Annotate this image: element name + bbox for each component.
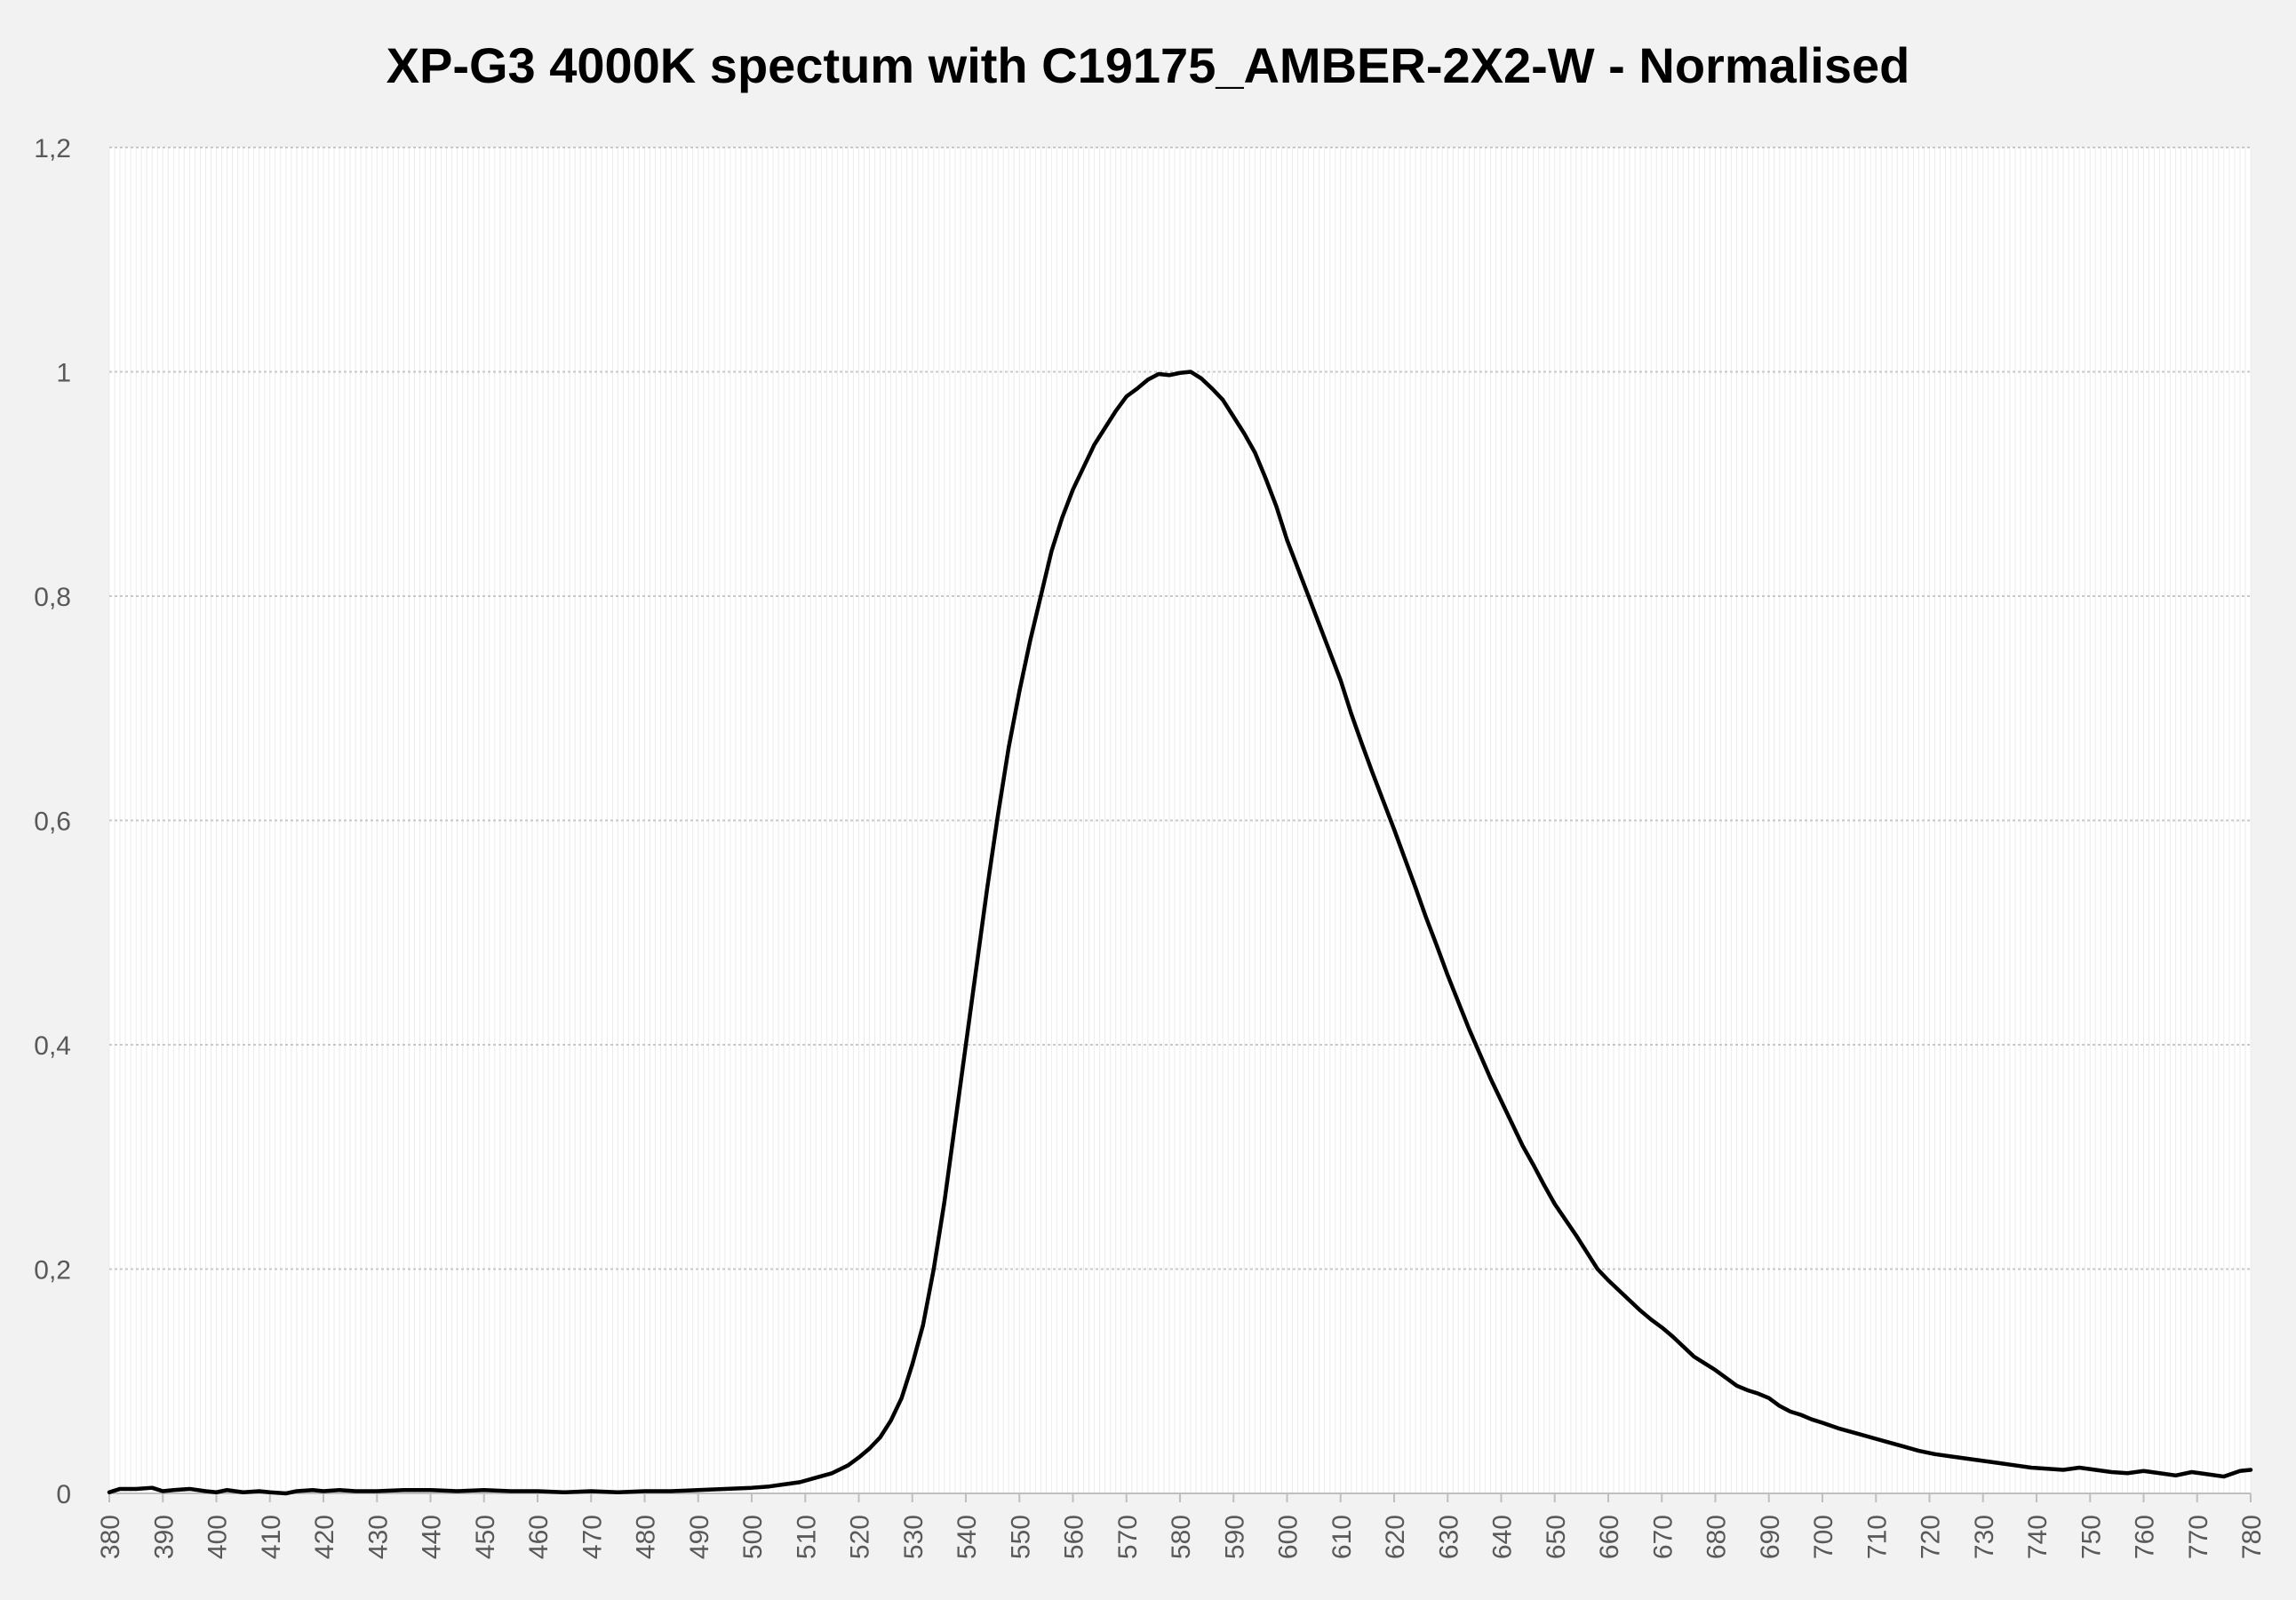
x-tick-label: 400	[203, 1515, 233, 1559]
x-tick-label: 440	[418, 1515, 447, 1559]
y-tick-label: 1	[56, 359, 71, 388]
x-tick-label: 650	[1542, 1515, 1571, 1559]
x-tick-label: 390	[149, 1515, 179, 1559]
x-tick-label: 470	[578, 1515, 607, 1559]
x-tick-label: 690	[1756, 1515, 1785, 1559]
x-tick-label: 540	[953, 1515, 982, 1559]
x-tick-label: 520	[846, 1515, 875, 1559]
x-tick-label: 380	[96, 1515, 125, 1559]
x-tick-label: 590	[1220, 1515, 1249, 1559]
y-tick-label: 0,6	[34, 808, 71, 837]
y-tick-label: 0,2	[34, 1256, 71, 1286]
x-tick-label: 630	[1434, 1515, 1463, 1559]
x-tick-label: 750	[2077, 1515, 2106, 1559]
x-tick-label: 460	[524, 1515, 554, 1559]
y-axis: 0 0,2 0,4 0,6 0,8 1 1,2	[34, 134, 71, 1509]
x-axis: 380 390 400 410 420 430 440 450 460 470 480 490 500 5…	[96, 1493, 2267, 1559]
y-tick-label: 0,8	[34, 583, 71, 612]
x-tick-label: 510	[792, 1515, 821, 1559]
spectrum-series-line	[107, 370, 2253, 1496]
x-tick-label: 410	[257, 1515, 286, 1559]
x-tick-label: 560	[1060, 1515, 1089, 1559]
x-tick-label: 480	[632, 1515, 661, 1559]
x-tick-label: 450	[471, 1515, 500, 1559]
x-tick-label: 700	[1809, 1515, 1838, 1559]
y-tick-label: 0	[56, 1480, 71, 1509]
x-tick-label: 600	[1274, 1515, 1303, 1559]
y-tick-label: 0,4	[34, 1031, 71, 1061]
x-tick-label: 770	[2184, 1515, 2213, 1559]
x-tick-label: 580	[1167, 1515, 1196, 1559]
x-tick-label: 610	[1327, 1515, 1357, 1559]
x-tick-label: 490	[685, 1515, 714, 1559]
chart-title: XP-G3 4000K spectum with C19175_AMBER-2X…	[387, 37, 1910, 93]
x-tick-label: 530	[899, 1515, 929, 1559]
x-tick-label: 720	[1917, 1515, 1946, 1559]
x-tick-label: 640	[1488, 1515, 1518, 1559]
x-tick-label: 430	[363, 1515, 393, 1559]
x-tick-label: 550	[1006, 1515, 1035, 1559]
x-tick-label: 620	[1381, 1515, 1410, 1559]
x-tick-label: 420	[310, 1515, 339, 1559]
x-tick-label: 780	[2237, 1515, 2267, 1559]
x-tick-label: 740	[2023, 1515, 2053, 1559]
y-tick-label: 1,2	[34, 134, 71, 163]
x-tick-label: 710	[1862, 1515, 1892, 1559]
x-tick-label: 680	[1702, 1515, 1732, 1559]
x-tick-label: 660	[1595, 1515, 1624, 1559]
x-tick-label: 730	[1970, 1515, 1999, 1559]
x-tick-label: 500	[738, 1515, 768, 1559]
x-tick-label: 760	[2131, 1515, 2160, 1559]
x-tick-label: 570	[1113, 1515, 1143, 1559]
x-tick-label: 670	[1648, 1515, 1678, 1559]
